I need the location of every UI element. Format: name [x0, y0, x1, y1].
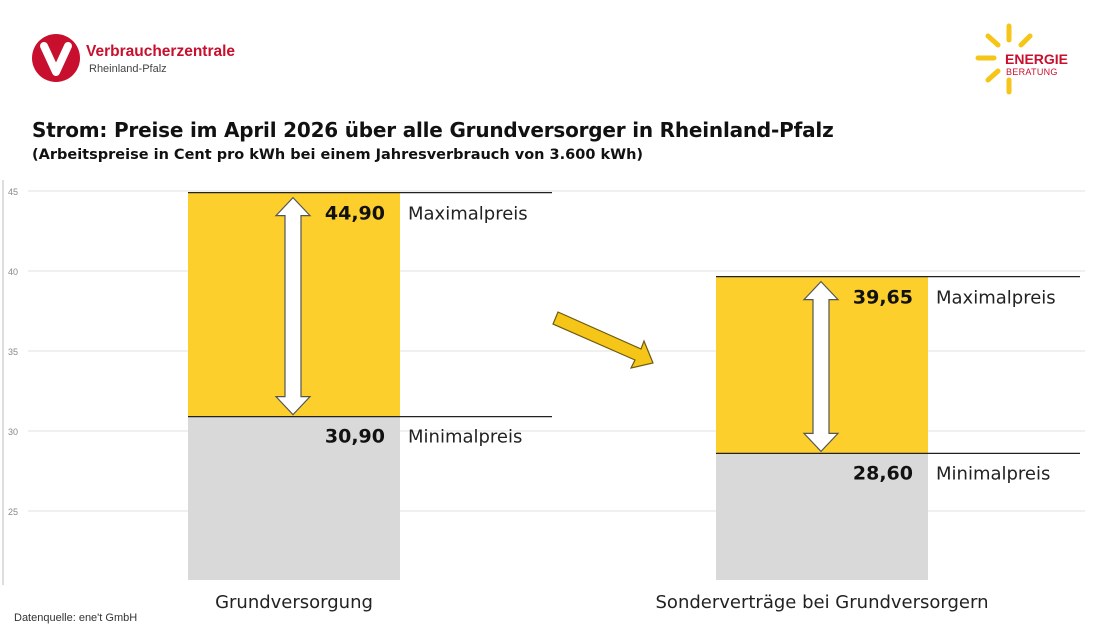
category-label: Grundversorgung: [215, 592, 373, 613]
min-text-label: Minimalpreis: [936, 463, 1050, 484]
min-text-label: Minimalpreis: [408, 427, 522, 448]
data-source: Datenquelle: ene't GmbH: [14, 612, 138, 624]
chart-title: Strom: Preise im April 2026 über alle Gr…: [32, 118, 834, 142]
y-tick-label: 35: [8, 347, 18, 357]
range-double-arrow-icon: [274, 196, 312, 416]
vz-logo-sub: Rheinland-Pfalz: [89, 63, 167, 75]
y-tick-label: 40: [8, 267, 18, 277]
min-value-label: 28,60: [853, 462, 913, 484]
max-text-label: Maximalpreis: [408, 204, 528, 225]
vz-logo-name: Verbraucherzentrale: [86, 43, 236, 60]
max-value-label: 39,65: [853, 287, 913, 309]
category-label: Sonderverträge bei Grundversorgern: [656, 592, 989, 613]
base-bar: [188, 416, 400, 580]
y-tick-label: 30: [8, 427, 18, 437]
range-double-arrow-icon: [802, 280, 840, 453]
y-tick-label: 45: [8, 187, 18, 197]
max-text-label: Maximalpreis: [936, 288, 1056, 309]
min-value-label: 30,90: [325, 426, 385, 448]
sun-rays-icon: [975, 23, 1033, 95]
trend-arrow-icon: [552, 311, 654, 369]
vz-v-icon: [40, 42, 72, 76]
chart-subtitle: (Arbeitspreise in Cent pro kWh bei einem…: [32, 147, 644, 163]
base-bar: [716, 453, 928, 580]
max-value-label: 44,90: [325, 203, 385, 225]
eb-logo-line2: BERATUNG: [1006, 67, 1058, 77]
eb-logo-line1: ENERGIE: [1005, 51, 1069, 67]
y-tick-label: 25: [8, 507, 18, 517]
